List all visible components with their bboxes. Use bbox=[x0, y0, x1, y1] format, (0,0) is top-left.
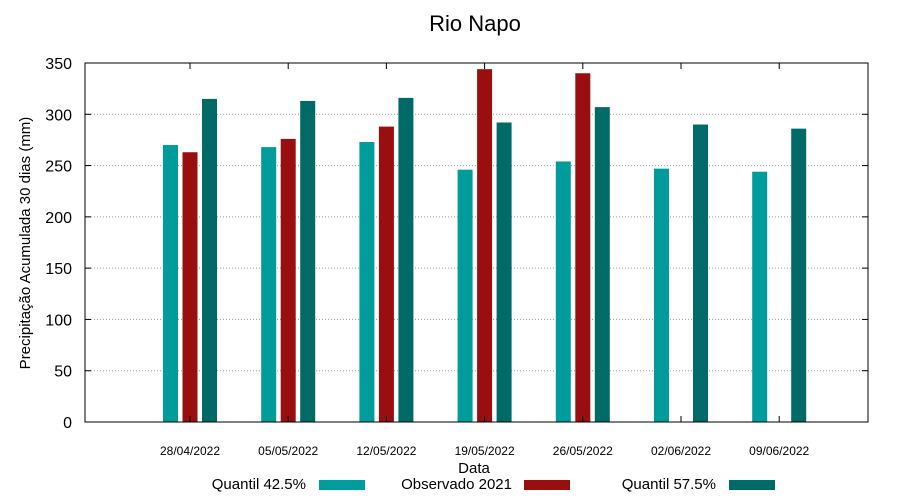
bar-2 bbox=[182, 152, 198, 423]
bar-1 bbox=[261, 147, 277, 422]
y-tick-label: 150 bbox=[45, 261, 72, 278]
bar-1 bbox=[457, 169, 473, 422]
bar-2 bbox=[378, 126, 394, 422]
legend-swatch bbox=[729, 480, 775, 490]
bar-3 bbox=[202, 98, 217, 423]
y-tick-label: 0 bbox=[63, 415, 72, 432]
x-axis-label: Data bbox=[458, 460, 490, 477]
plot-frame bbox=[84, 62, 869, 423]
y-tick-label: 100 bbox=[45, 312, 72, 329]
legend: Quantil 42.5% Observado 2021 Quantil 57.5% bbox=[212, 476, 775, 493]
x-tick-label: 02/06/2022 bbox=[651, 444, 711, 458]
x-tick-label: 28/04/2022 bbox=[160, 444, 220, 458]
bar-1 bbox=[555, 161, 571, 422]
legend-label: Quantil 57.5% bbox=[622, 476, 716, 493]
bar-2 bbox=[280, 138, 296, 422]
x-tick-label: 05/05/2022 bbox=[258, 444, 318, 458]
bar-1 bbox=[752, 171, 768, 422]
bar-1 bbox=[654, 168, 669, 422]
legend-label: Quantil 42.5% bbox=[212, 476, 306, 493]
x-tick-label: 26/05/2022 bbox=[553, 444, 613, 458]
bar-3 bbox=[300, 100, 316, 423]
y-tick-label: 50 bbox=[54, 364, 72, 381]
legend-label: Observado 2021 bbox=[401, 476, 512, 493]
x-axis-ticks: 28/04/2022 05/05/2022 12/05/2022 19/05/2022… bbox=[160, 63, 810, 458]
legend-swatch bbox=[524, 480, 570, 490]
y-tick-label: 350 bbox=[45, 56, 72, 73]
bar-1 bbox=[359, 141, 375, 423]
y-tick-label: 250 bbox=[45, 159, 72, 176]
legend-swatch bbox=[319, 480, 365, 490]
bar-3 bbox=[594, 107, 610, 422]
bar-1 bbox=[163, 145, 178, 423]
y-axis-label: Precipitação Acumulada 30 dias (mm) bbox=[17, 117, 34, 370]
chart-title: Rio Napo bbox=[429, 11, 521, 36]
y-axis-ticks: 0 50 100 150 200 250 300 350 bbox=[45, 56, 868, 432]
bar-3 bbox=[791, 128, 807, 422]
x-tick-label: 19/05/2022 bbox=[455, 444, 515, 458]
bar-2 bbox=[477, 69, 493, 422]
x-tick-label: 09/06/2022 bbox=[749, 444, 809, 458]
bar-3 bbox=[398, 97, 414, 423]
bar-2 bbox=[575, 73, 591, 422]
x-tick-label: 12/05/2022 bbox=[356, 444, 416, 458]
y-tick-label: 200 bbox=[45, 210, 72, 227]
y-tick-label: 300 bbox=[45, 107, 72, 124]
bar-3 bbox=[693, 124, 708, 423]
bars bbox=[163, 69, 807, 423]
bar-3 bbox=[496, 122, 512, 423]
